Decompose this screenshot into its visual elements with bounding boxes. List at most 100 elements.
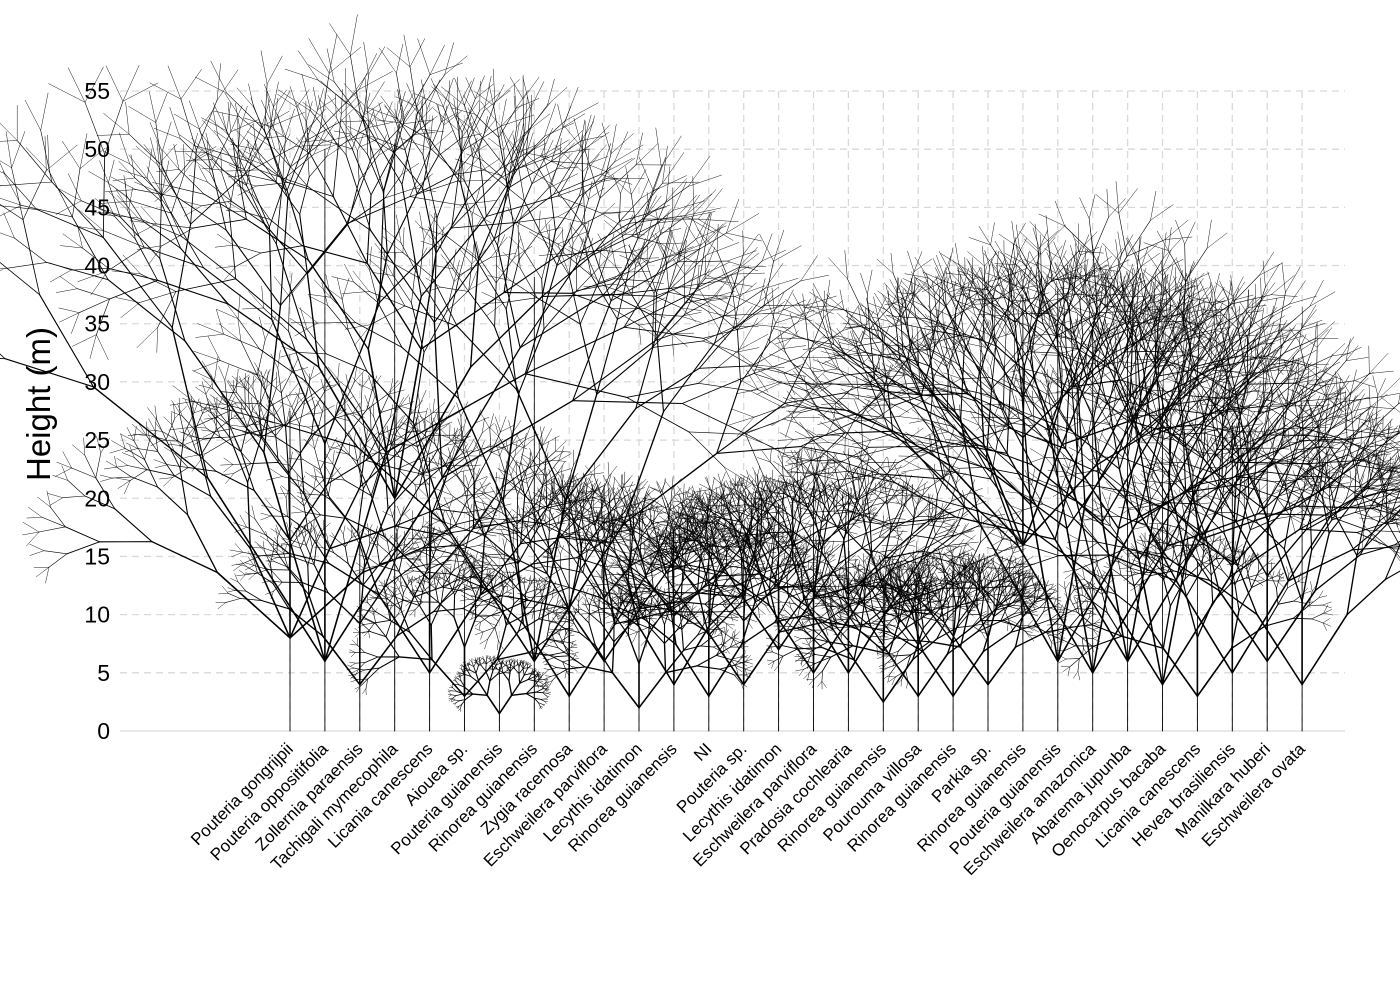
- tree-branch: [364, 656, 379, 664]
- tree-branch: [293, 526, 303, 533]
- tree-branch: [120, 302, 140, 318]
- tree-branch: [175, 453, 189, 468]
- tree-branch: [314, 528, 318, 537]
- tree-branch: [134, 181, 163, 194]
- tree-branch: [107, 267, 159, 281]
- tree-branch: [469, 552, 476, 563]
- tree-branch: [201, 381, 207, 395]
- tree-silhouette: [215, 505, 503, 732]
- tree-branch: [220, 152, 222, 173]
- tree-branch: [471, 215, 476, 259]
- tree-branch: [283, 135, 311, 155]
- tree-branch: [335, 117, 353, 150]
- tree-branch: [748, 364, 785, 368]
- tree-branch: [331, 276, 354, 283]
- tree-branch: [321, 536, 329, 543]
- tree-branch: [227, 587, 235, 591]
- tree-branch: [202, 431, 215, 438]
- tree-branch: [453, 555, 457, 571]
- tree-branch: [308, 38, 330, 74]
- tree-branch: [584, 226, 612, 302]
- tree-branch: [411, 534, 414, 545]
- tree-branch: [55, 200, 82, 215]
- tree-branch: [607, 157, 636, 179]
- tree-branch: [317, 533, 326, 537]
- tree-branch: [559, 130, 583, 154]
- tree-branch: [185, 152, 211, 174]
- tree-branch: [105, 65, 124, 102]
- tree-branch: [239, 574, 246, 581]
- tree-branch: [59, 312, 80, 323]
- tree-branch: [378, 251, 404, 253]
- tree-branch: [367, 597, 376, 601]
- tree-branch: [275, 179, 284, 245]
- tree-branch: [368, 531, 371, 545]
- tree-branch: [200, 429, 215, 433]
- tree-branch: [623, 268, 661, 328]
- tree-branch: [242, 307, 264, 310]
- tree-branch: [273, 81, 279, 107]
- tree-branch: [548, 652, 564, 656]
- tree-branch: [272, 402, 275, 416]
- tree-branch: [397, 414, 406, 428]
- tree-branch: [422, 187, 437, 255]
- tree-branch: [134, 177, 161, 201]
- tree-branch: [54, 467, 72, 477]
- tree-branch: [522, 623, 571, 697]
- tree-branch: [380, 405, 401, 413]
- tree-branch: [562, 659, 573, 663]
- tree-branch: [324, 465, 333, 478]
- tree-branch: [350, 133, 368, 155]
- tree-branch: [317, 541, 323, 548]
- tree-branch: [764, 278, 799, 289]
- tree-branch: [384, 174, 403, 199]
- tree-branch: [243, 169, 270, 228]
- tree-branch: [277, 113, 284, 137]
- tree-branch: [368, 375, 374, 391]
- tree-branch: [409, 549, 424, 570]
- tree-branch: [556, 508, 567, 510]
- tree-branch: [455, 158, 486, 171]
- tree-branch: [402, 539, 406, 553]
- tree-branch: [553, 174, 602, 195]
- tree-branch: [474, 551, 478, 563]
- tree-branch: [39, 294, 94, 388]
- tree-branch: [454, 169, 483, 175]
- tree-branch: [133, 426, 137, 442]
- tree-branch: [724, 466, 756, 487]
- tree-branch: [572, 400, 683, 405]
- tree-branch: [683, 194, 701, 219]
- tree-branch: [332, 463, 345, 481]
- tree-branch: [180, 98, 197, 151]
- tree-branch: [250, 461, 279, 465]
- tree-branch: [229, 436, 249, 484]
- tree-branch: [396, 72, 405, 121]
- tree-branch: [516, 155, 525, 202]
- tree-branch: [124, 448, 145, 460]
- tree-branch: [369, 246, 372, 271]
- tree-branch: [158, 163, 161, 201]
- tree-branch: [519, 261, 580, 349]
- tree-branch: [227, 174, 248, 178]
- tree-branch: [363, 565, 380, 569]
- tree-branch: [573, 117, 583, 149]
- tree-branch: [688, 245, 701, 295]
- tree-branch: [291, 511, 304, 514]
- tree-branch: [327, 305, 349, 331]
- tree-branch: [221, 172, 232, 202]
- tree-branch: [354, 324, 372, 346]
- tree-branch: [279, 534, 291, 548]
- tree-branch: [346, 135, 368, 142]
- tree-silhouette: [22, 350, 521, 732]
- tree-branch: [317, 79, 361, 114]
- tree-branch: [313, 527, 318, 543]
- tree-branch: [352, 640, 358, 646]
- tree-branch: [233, 244, 262, 254]
- tree-branch: [516, 494, 519, 525]
- tree-branch: [623, 326, 704, 339]
- tree-branch: [525, 471, 528, 484]
- tree-branch: [396, 516, 402, 533]
- tree-branch: [24, 99, 41, 131]
- tree-branch: [307, 150, 310, 178]
- tree-branch: [216, 409, 230, 427]
